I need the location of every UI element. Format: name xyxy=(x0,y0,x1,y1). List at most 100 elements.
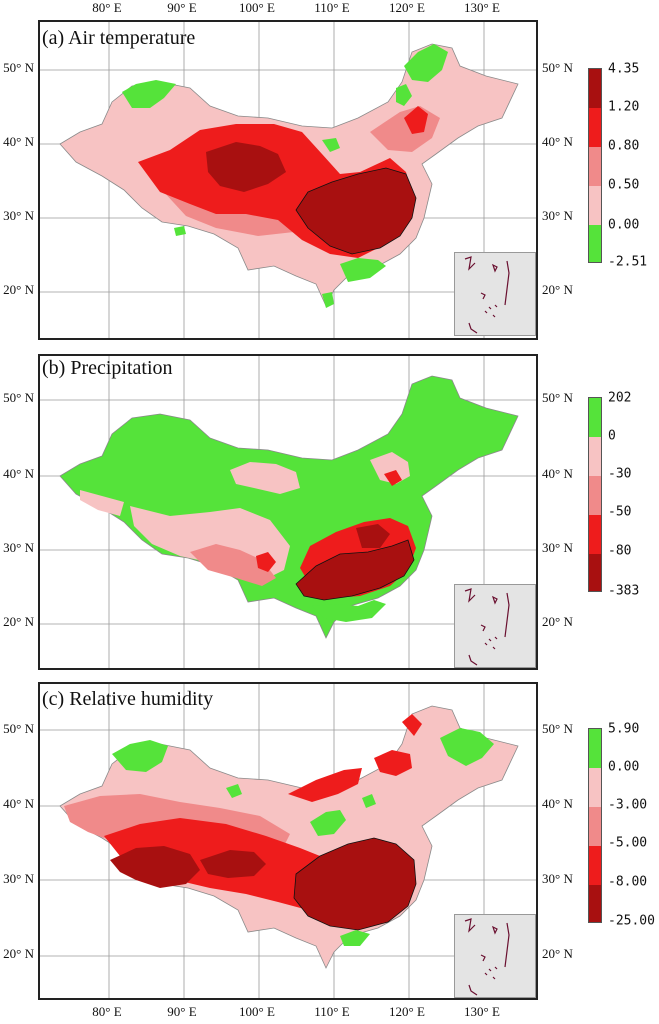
region-green-northeast xyxy=(404,44,448,82)
lon-label-bottom: 100° E xyxy=(239,1004,275,1019)
lat-label-right: 20° N xyxy=(542,946,573,961)
lat-label-right: 40° N xyxy=(542,466,573,481)
map-svg xyxy=(40,684,536,998)
panel-title: (a) Air temperature xyxy=(42,27,196,49)
legend-colorbar xyxy=(588,728,602,923)
lat-label-left: 50° N xyxy=(3,721,34,736)
lat-label-right: 30° N xyxy=(542,208,573,223)
legend-tick: 0.80 xyxy=(608,138,640,154)
legend-tick: 0 xyxy=(608,428,616,444)
panel-relative-humidity: 50° N 40° N 30° N 20° N 50° N 40° N 30° … xyxy=(0,670,659,1024)
region-light-pink-w xyxy=(80,490,124,516)
lon-label-bottom: 120° E xyxy=(389,1004,425,1019)
lat-label-right: 30° N xyxy=(542,871,573,886)
map-frame xyxy=(38,20,538,340)
lat-label-right: 20° N xyxy=(542,614,573,629)
lat-label-right: 20° N xyxy=(542,282,573,297)
inset-islands xyxy=(464,256,510,334)
legend-colorbar xyxy=(588,68,602,263)
legend-tick: -25.00 xyxy=(608,913,655,929)
region-dark-red-east xyxy=(295,167,417,255)
region-dark-red xyxy=(206,142,286,192)
region-red-ne xyxy=(384,470,402,486)
region-red-ne2 xyxy=(402,714,422,736)
region-red-ne xyxy=(374,750,412,776)
china-map xyxy=(59,43,519,308)
region-green-northeast2 xyxy=(396,84,412,106)
lat-label-right: 50° N xyxy=(542,60,573,75)
region-green-center xyxy=(322,138,340,152)
south-china-sea-inset xyxy=(454,252,536,336)
inset-islands xyxy=(464,918,510,996)
legend-tick: -5.00 xyxy=(608,835,648,851)
legend-tick: -2.51 xyxy=(608,254,648,270)
region-green-south xyxy=(340,258,386,282)
region-dark-red-west xyxy=(110,846,200,888)
china-map xyxy=(59,375,519,639)
region-dark-red-east xyxy=(293,837,417,931)
legend-tick: -383 xyxy=(608,583,640,599)
lat-label-left: 50° N xyxy=(3,60,34,75)
lat-label-left: 40° N xyxy=(3,134,34,149)
south-china-sea-inset xyxy=(454,584,536,668)
panel-title: (b) Precipitation xyxy=(42,357,173,379)
region-green-northwest xyxy=(112,740,168,772)
legend-tick: 0.50 xyxy=(608,177,640,193)
lon-label-top: 130° E xyxy=(464,0,500,15)
south-china-sea-inset xyxy=(454,914,536,998)
lat-label-left: 30° N xyxy=(3,208,34,223)
region-green-south xyxy=(312,600,386,622)
region-green-east xyxy=(362,794,376,808)
lat-label-left: 40° N xyxy=(3,466,34,481)
map-frame xyxy=(38,682,538,1000)
lon-label-top: 80° E xyxy=(92,0,122,15)
region-dark-red-2 xyxy=(356,524,390,548)
region-pink xyxy=(190,544,276,586)
lat-label-left: 20° N xyxy=(3,614,34,629)
legend-tick: 1.20 xyxy=(608,99,640,115)
legend-colorbar xyxy=(588,397,602,592)
lat-label-right: 30° N xyxy=(542,540,573,555)
lat-label-left: 30° N xyxy=(3,540,34,555)
lat-label-left: 20° N xyxy=(3,946,34,961)
region-green-east xyxy=(174,226,186,236)
panel-air-temperature: 80° E 90° E 100° E 110° E 120° E 130° E xyxy=(0,0,659,340)
region-dark-red-tibet xyxy=(200,850,266,878)
legend-tick: 0.00 xyxy=(608,759,640,775)
legend-tick: -3.00 xyxy=(608,797,648,813)
lat-label-right: 40° N xyxy=(542,134,573,149)
legend-tick: -80 xyxy=(608,543,632,559)
region-dark-red xyxy=(295,539,415,601)
region-red-north xyxy=(288,768,362,802)
panel-precipitation: 50° N 40° N 30° N 20° N 50° N 40° N 30° … xyxy=(0,340,659,670)
region-green-northeast xyxy=(440,728,494,766)
lon-label-bottom: 80° E xyxy=(92,1004,122,1019)
legend-tick: 5.90 xyxy=(608,721,640,737)
lat-label-right: 50° N xyxy=(542,390,573,405)
lat-label-left: 50° N xyxy=(3,390,34,405)
legend-tick: -30 xyxy=(608,466,632,482)
lat-label-left: 20° N xyxy=(3,282,34,297)
legend-tick: -50 xyxy=(608,504,632,520)
region-green-center xyxy=(310,810,346,836)
lon-label-top: 90° E xyxy=(167,0,197,15)
legend-tick: 202 xyxy=(608,390,632,406)
region-red-w xyxy=(256,552,276,572)
region-green-north xyxy=(226,784,242,798)
region-green-northwest xyxy=(122,80,176,108)
lon-label-top: 110° E xyxy=(314,0,350,15)
lat-label-right: 40° N xyxy=(542,796,573,811)
region-green-south xyxy=(340,930,370,946)
legend-tick: -8.00 xyxy=(608,874,648,890)
map-svg xyxy=(40,22,536,338)
map-frame xyxy=(38,354,538,670)
region-red-ne xyxy=(404,106,428,134)
region-light-pink-n xyxy=(230,462,300,494)
lon-label-top: 120° E xyxy=(389,0,425,15)
lon-label-bottom: 90° E xyxy=(167,1004,197,1019)
lat-label-right: 50° N xyxy=(542,721,573,736)
lat-label-left: 40° N xyxy=(3,796,34,811)
china-map xyxy=(59,705,519,969)
lon-label-bottom: 130° E xyxy=(464,1004,500,1019)
